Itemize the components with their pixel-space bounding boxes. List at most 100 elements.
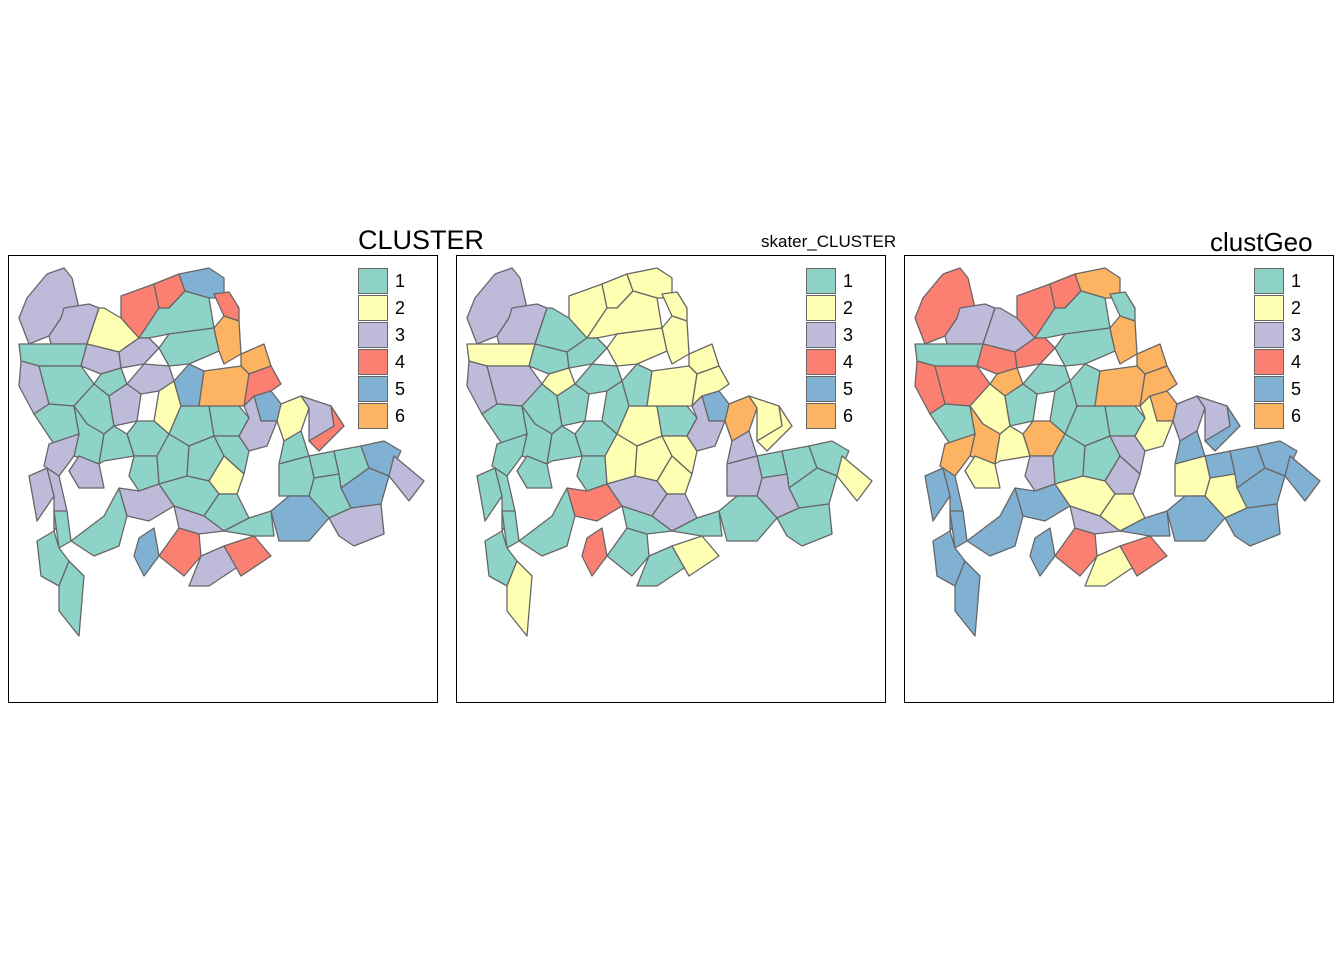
region-cluster-4 <box>1054 527 1098 577</box>
region-cluster-2 <box>1174 455 1211 497</box>
region-cluster-1 <box>213 435 250 475</box>
region-cluster-2 <box>836 455 873 502</box>
region-cluster-1 <box>1004 383 1038 427</box>
legend-label: 5 <box>395 379 406 399</box>
region-cluster-3 <box>173 505 225 535</box>
region-cluster-2 <box>661 315 690 365</box>
legend-swatch <box>1254 322 1284 348</box>
legend-label: 3 <box>1291 325 1302 345</box>
region-cluster-2 <box>276 395 310 442</box>
legend-swatch <box>1254 349 1284 375</box>
region-cluster-1 <box>621 505 673 535</box>
legend-swatch <box>806 295 836 321</box>
region-cluster-1 <box>606 527 650 577</box>
region-cluster-1 <box>776 503 833 547</box>
legend-swatch <box>358 322 388 348</box>
map-panel-skater-cluster: 1 2 3 4 5 6 <box>456 255 886 703</box>
region-map <box>914 267 1321 637</box>
region-cluster-1 <box>518 487 576 557</box>
legend-swatch <box>358 349 388 375</box>
legend-swatch <box>806 268 836 294</box>
region-cluster-1 <box>278 455 315 497</box>
legend-swatch <box>358 403 388 429</box>
region-cluster-5 <box>954 560 981 637</box>
region-cluster-5 <box>1204 405 1241 452</box>
region-cluster-3 <box>188 545 240 587</box>
region-cluster-3 <box>1069 505 1121 535</box>
region-map <box>466 267 873 637</box>
panel-title-cluster: CLUSTER <box>358 225 485 255</box>
region-cluster-5 <box>1119 510 1171 537</box>
region-cluster-4 <box>308 405 345 452</box>
region-cluster-3 <box>108 383 142 427</box>
map-panel-clustgeo: 1 2 3 4 5 6 <box>904 255 1334 703</box>
region-map <box>18 267 425 637</box>
region-cluster-2 <box>506 560 533 637</box>
legend-label: 2 <box>1291 298 1302 318</box>
legend-swatch <box>806 376 836 402</box>
region-cluster-3 <box>1172 395 1206 442</box>
region-cluster-1 <box>556 383 590 427</box>
region-cluster-2 <box>661 291 688 322</box>
region-cluster-4 <box>1119 535 1168 577</box>
legend-label: 6 <box>843 406 854 426</box>
legend-swatch <box>1254 403 1284 429</box>
region-cluster-5 <box>966 487 1024 557</box>
region-cluster-5 <box>1284 455 1321 502</box>
region-cluster-1 <box>1109 291 1136 322</box>
legend-label: 2 <box>395 298 406 318</box>
legend-label: 4 <box>1291 352 1302 372</box>
legend-swatch <box>1254 268 1284 294</box>
region-cluster-2 <box>756 405 793 452</box>
region-cluster-6 <box>1109 315 1138 365</box>
region-cluster-2 <box>964 455 1001 489</box>
region-cluster-2 <box>646 365 698 407</box>
legend-label: 3 <box>843 325 854 345</box>
region-cluster-1 <box>491 433 528 477</box>
region-cluster-3 <box>388 455 425 502</box>
region-cluster-3 <box>43 433 80 477</box>
legend-label: 3 <box>395 325 406 345</box>
legend-label: 1 <box>843 271 854 291</box>
region-cluster-2 <box>671 535 720 577</box>
legend-label: 6 <box>1291 406 1302 426</box>
legend-label: 4 <box>395 352 406 372</box>
legend-label: 5 <box>843 379 854 399</box>
region-cluster-1 <box>58 560 85 637</box>
region-cluster-1 <box>516 455 553 489</box>
region-cluster-1 <box>636 545 688 587</box>
region-cluster-3 <box>328 503 385 547</box>
region-cluster-5 <box>133 527 160 577</box>
legend-swatch <box>358 268 388 294</box>
region-cluster-5 <box>1029 527 1056 577</box>
region-cluster-3 <box>238 395 278 452</box>
region-cluster-6 <box>198 365 250 407</box>
region-cluster-6 <box>724 395 758 442</box>
region-cluster-4 <box>213 291 240 322</box>
region-cluster-1 <box>223 510 275 537</box>
region-cluster-2 <box>661 435 698 475</box>
region-cluster-6 <box>213 315 242 365</box>
legend-swatch <box>358 376 388 402</box>
panel-title-skater-cluster: skater_CLUSTER <box>761 232 897 251</box>
legend-label: 5 <box>1291 379 1302 399</box>
legend-swatch <box>806 403 836 429</box>
map-panel-cluster: 1 2 3 4 5 6 <box>8 255 438 703</box>
region-cluster-6 <box>1094 365 1146 407</box>
region-cluster-1 <box>70 487 128 557</box>
region-cluster-6 <box>939 433 976 477</box>
legend-label: 2 <box>843 298 854 318</box>
region-cluster-2 <box>1084 545 1136 587</box>
region-cluster-2 <box>1134 395 1174 452</box>
legend-swatch <box>1254 295 1284 321</box>
legend-label: 4 <box>843 352 854 372</box>
legend-label: 1 <box>1291 271 1302 291</box>
region-cluster-3 <box>726 455 763 497</box>
region-cluster-5 <box>1224 503 1281 547</box>
region-cluster-3 <box>686 395 726 452</box>
region-cluster-1 <box>671 510 723 537</box>
legend-swatch <box>1254 376 1284 402</box>
legend-swatch <box>806 349 836 375</box>
legend-swatch <box>358 295 388 321</box>
legend-label: 1 <box>395 271 406 291</box>
